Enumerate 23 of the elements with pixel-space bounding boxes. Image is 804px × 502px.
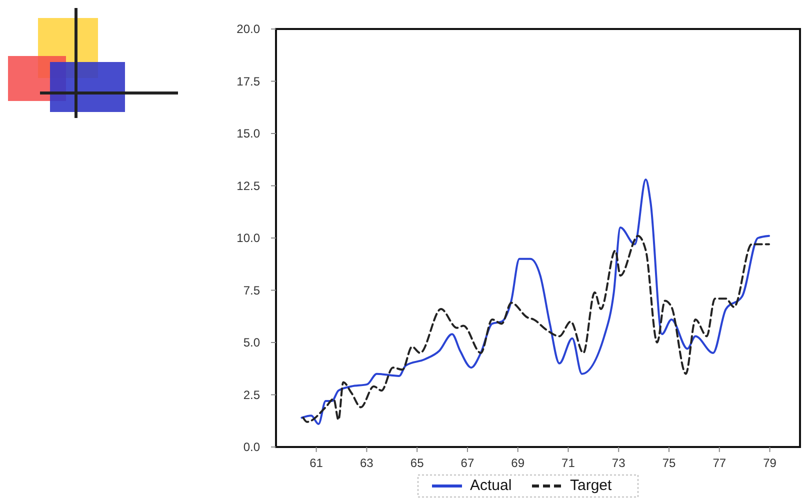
- x-tick-label: 71: [562, 456, 576, 470]
- y-tick-label: 10.0: [236, 231, 260, 246]
- x-tick-label: 61: [310, 456, 324, 470]
- y-tick-label: 15.0: [236, 126, 260, 141]
- x-tick-label: 77: [712, 456, 726, 470]
- y-tick-label: 2.5: [243, 388, 260, 402]
- y-tick-label: 20.0: [236, 22, 260, 36]
- y-tick-label: 0.0: [243, 440, 260, 454]
- y-tick-label: 7.5: [243, 283, 260, 298]
- x-tick-label: 75: [662, 456, 676, 470]
- y-tick-label: 5.0: [243, 336, 260, 350]
- legend-label: Actual: [470, 477, 512, 494]
- x-tick-label: 79: [763, 456, 777, 470]
- x-tick-label: 65: [410, 456, 424, 470]
- line-series: [300, 178, 770, 426]
- line-series: [302, 234, 770, 423]
- x-tick-label: 63: [360, 456, 374, 470]
- legend-label: Target: [570, 477, 613, 494]
- y-tick-label: 12.5: [236, 178, 260, 193]
- y-tick-label: 17.5: [236, 74, 260, 88]
- x-tick-label: 73: [612, 456, 626, 470]
- x-tick-label: 67: [460, 456, 474, 470]
- x-tick-label: 69: [511, 456, 525, 470]
